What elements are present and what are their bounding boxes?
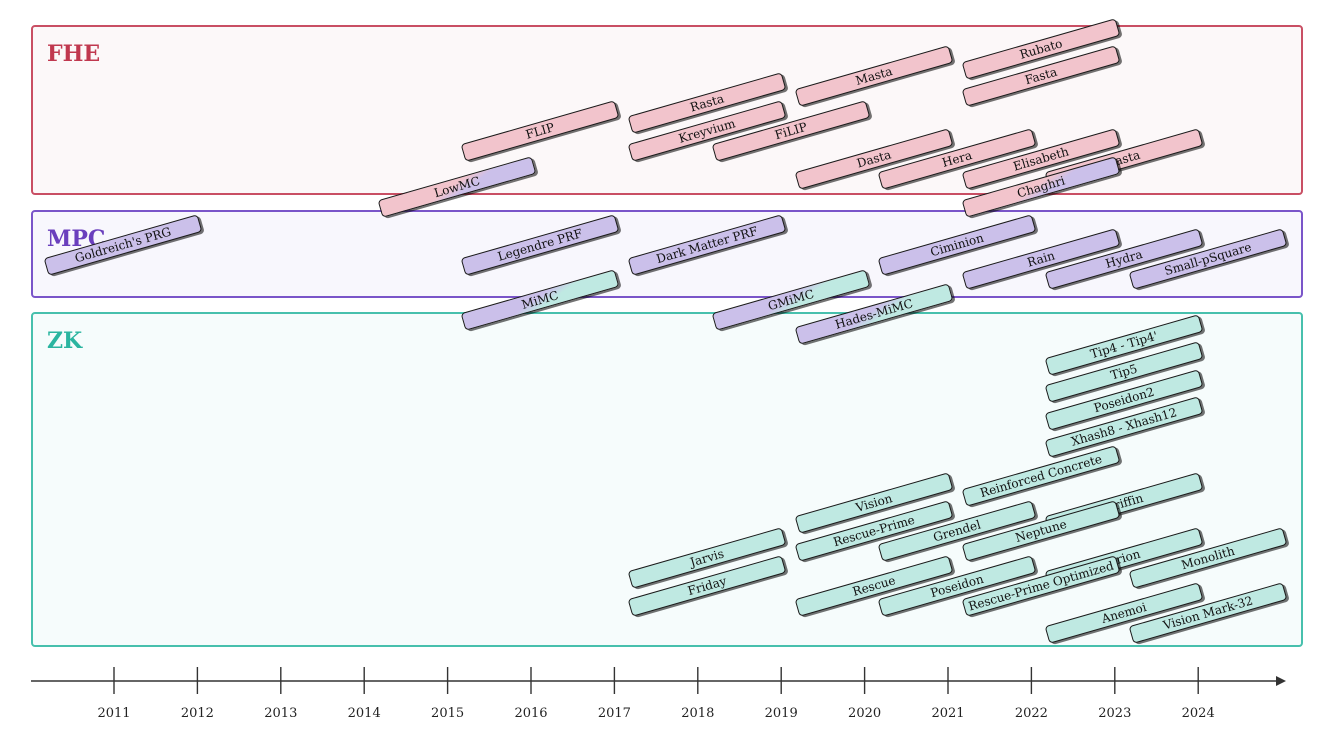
year-label: 2012 [180, 706, 214, 721]
year-label: 2020 [848, 706, 882, 721]
year-label: 2011 [97, 706, 131, 721]
year-label: 2023 [1098, 706, 1132, 721]
region-title-zk: ZK [47, 328, 83, 354]
year-label: 2024 [1181, 706, 1215, 721]
region-title-fhe: FHE [47, 41, 101, 67]
year-label: 2015 [431, 706, 465, 721]
year-label: 2022 [1014, 706, 1048, 721]
axis-arrow-icon [1276, 676, 1286, 686]
year-label: 2016 [514, 706, 548, 721]
year-label: 2014 [347, 706, 381, 721]
year-label: 2017 [597, 706, 631, 721]
year-label: 2021 [931, 706, 965, 721]
year-label: 2018 [681, 706, 715, 721]
axis-ticks [113, 667, 1199, 694]
year-label: 2019 [764, 706, 798, 721]
year-label: 2013 [264, 706, 298, 721]
